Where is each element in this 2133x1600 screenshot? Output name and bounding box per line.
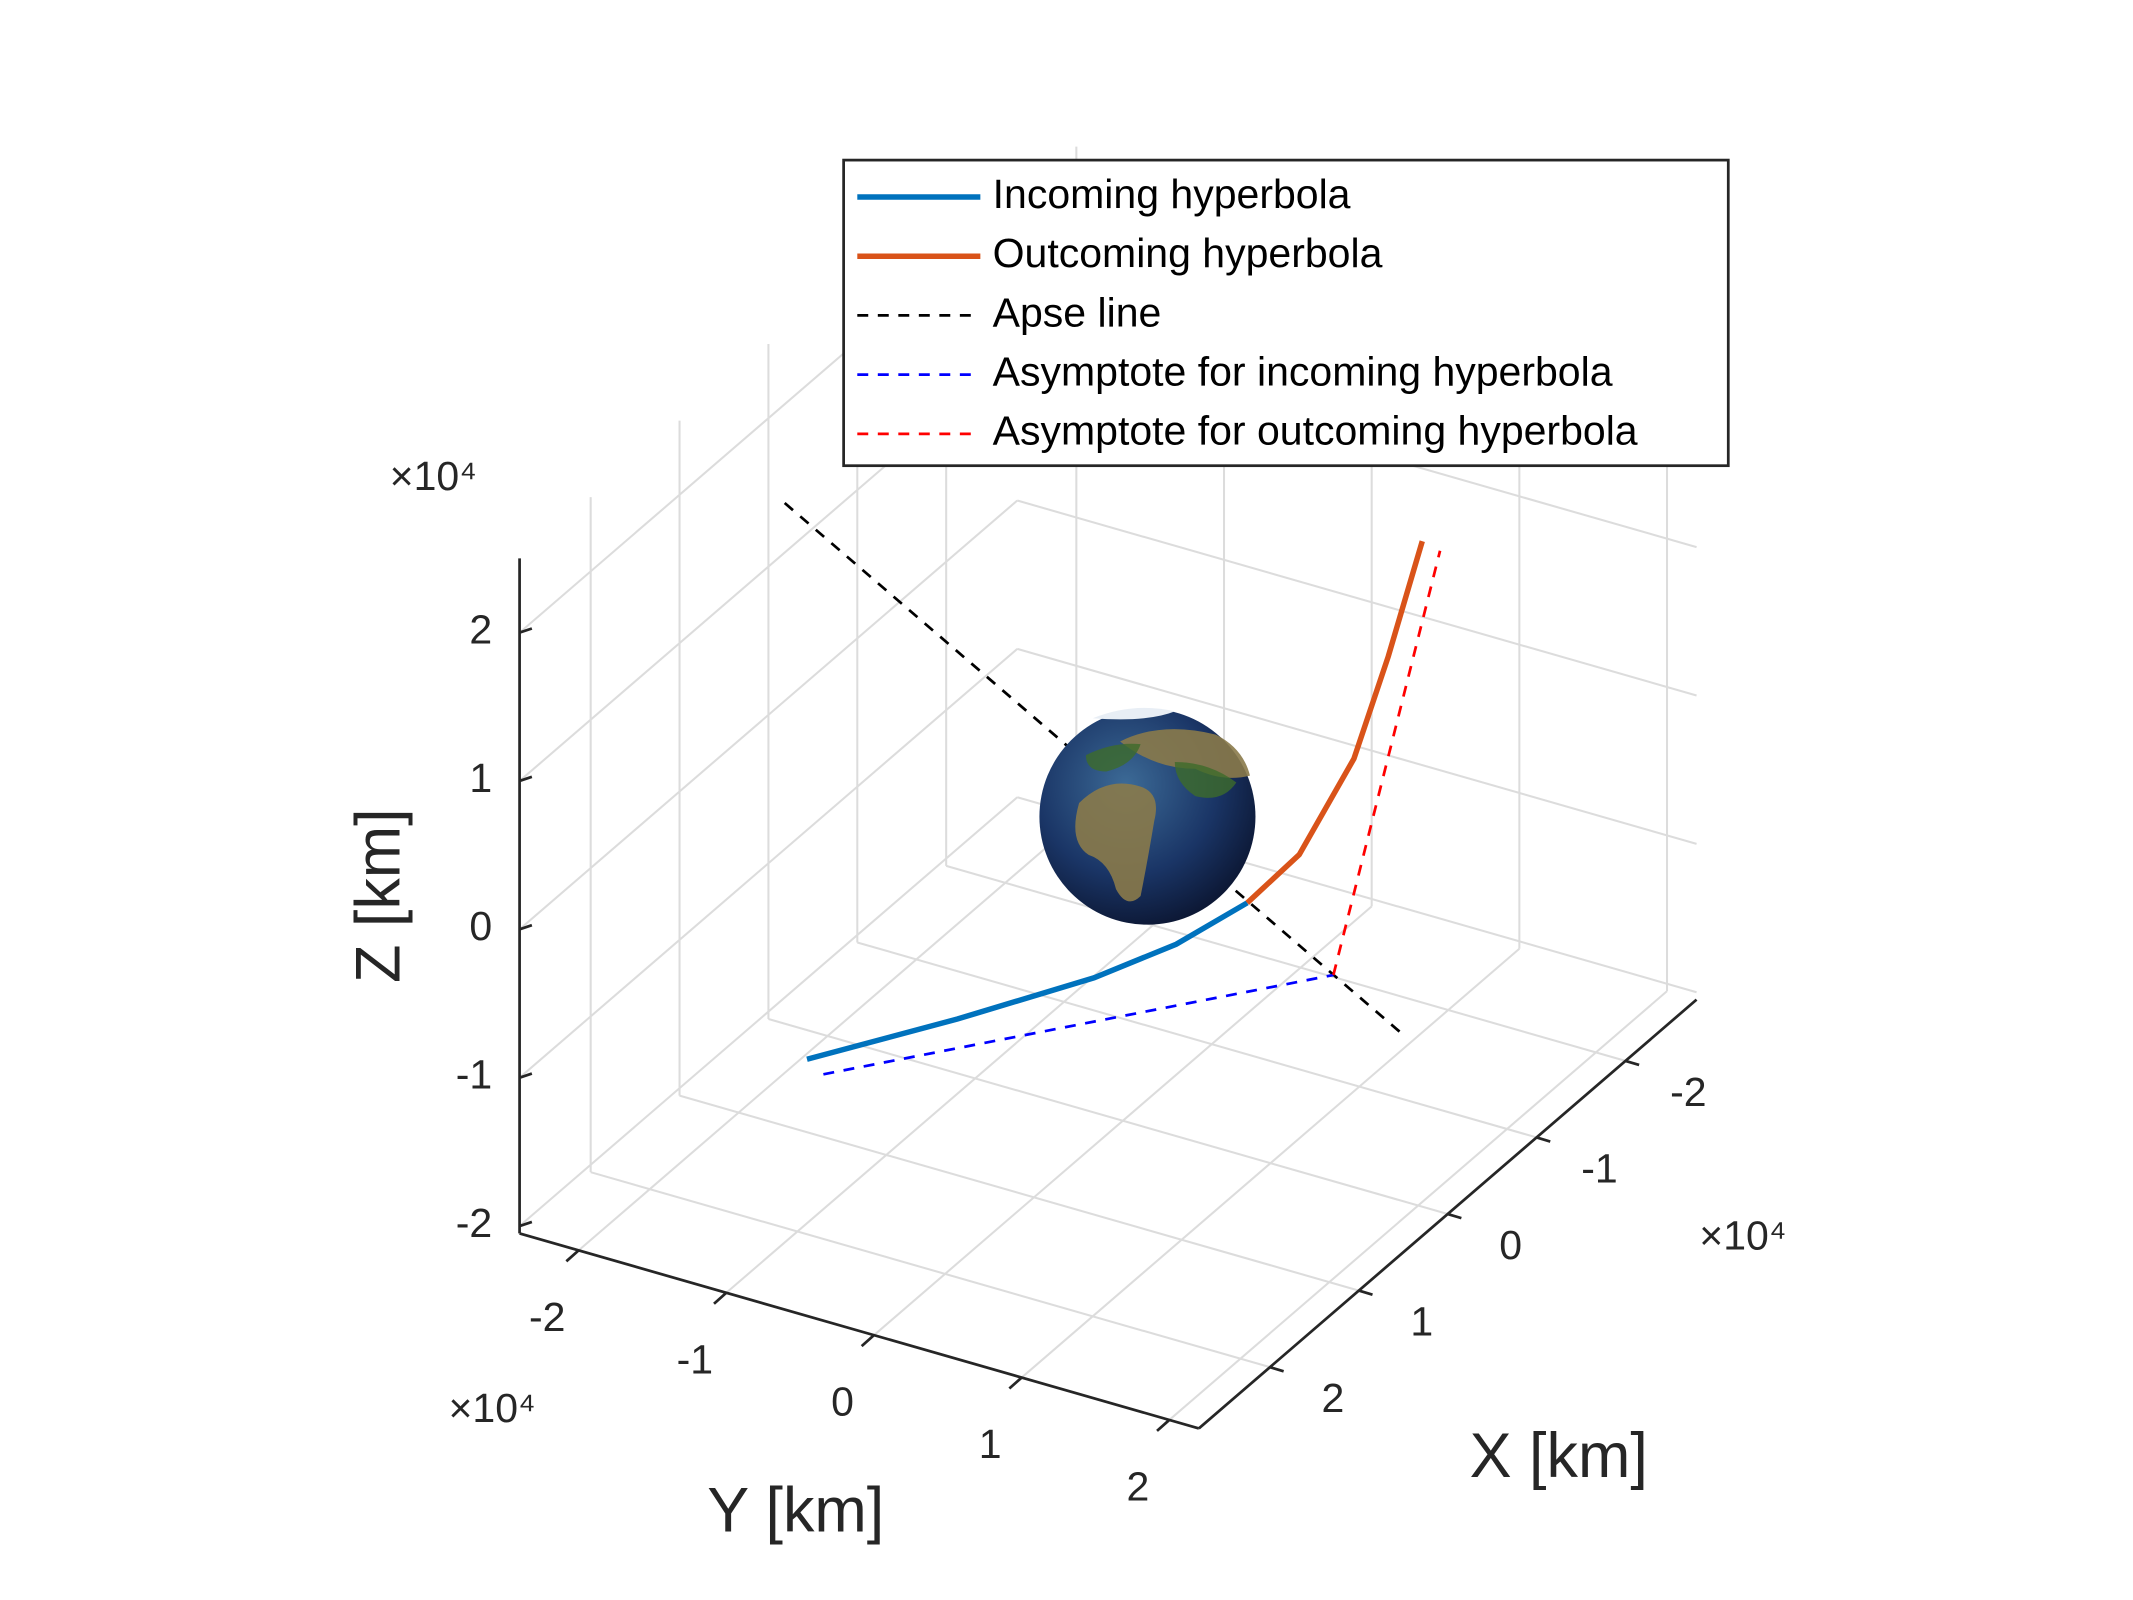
z-tick <box>519 1220 533 1228</box>
x-multiplier: ×10⁴ <box>1699 1213 1786 1259</box>
y-tick <box>565 1249 580 1263</box>
x-tick <box>1536 1136 1551 1143</box>
x-tick-label: 0 <box>1499 1222 1522 1268</box>
series-line <box>806 900 1249 1062</box>
legend: Incoming hyperbola Outcoming hyperbola Aps… <box>842 158 1730 468</box>
y-tick-label: 0 <box>831 1379 854 1425</box>
grid-line <box>1020 947 1521 1379</box>
x-axis <box>1197 998 1698 1430</box>
x-tick-label: 2 <box>1321 1375 1344 1421</box>
grid-line <box>590 1171 1271 1369</box>
y-tick <box>1156 1418 1171 1432</box>
grid-line <box>873 905 1373 1336</box>
grid-line <box>1016 499 1697 697</box>
y-axis-label: Y [km] <box>707 1476 884 1546</box>
z-tick-label: 1 <box>469 755 492 801</box>
x-tick <box>1358 1289 1373 1297</box>
legend-box <box>842 158 1730 468</box>
x-tick <box>1625 1059 1640 1067</box>
earth <box>1039 707 1256 925</box>
grid-line <box>768 1018 1448 1216</box>
legend-label: Outcoming hyperbola <box>993 230 1383 276</box>
x-tick-label: -1 <box>1581 1145 1617 1191</box>
z-tick-label: 0 <box>469 903 492 949</box>
z-tick <box>519 923 533 931</box>
x-axis-label: X [km] <box>1470 1421 1648 1491</box>
grid-line <box>857 941 1537 1139</box>
legend-label: Asymptote for incoming hyperbola <box>993 348 1613 394</box>
x-tick-label: -2 <box>1670 1069 1706 1115</box>
y-tick-label: 2 <box>1126 1463 1149 1509</box>
grid-line <box>679 1094 1360 1292</box>
plot-curves <box>806 540 1425 1062</box>
y-multiplier: ×10⁴ <box>448 1385 535 1431</box>
z-multiplier: ×10⁴ <box>390 453 477 499</box>
grid-line <box>518 796 1018 1227</box>
y-tick <box>713 1291 728 1305</box>
x-tick <box>1447 1212 1462 1220</box>
y-tick <box>860 1334 875 1348</box>
z-tick <box>519 775 533 783</box>
z-tick-label: -1 <box>456 1051 492 1097</box>
z-tick <box>519 627 533 634</box>
z-axis-label: Z [km] <box>343 808 413 983</box>
legend-label: Asymptote for outcoming hyperbola <box>993 408 1638 454</box>
y-tick-label: -2 <box>529 1294 565 1340</box>
grid-line <box>725 863 1225 1294</box>
z-tick-label: -2 <box>456 1200 492 1246</box>
legend-label: Incoming hyperbola <box>993 171 1351 217</box>
x-tick-label: 1 <box>1410 1299 1433 1345</box>
legend-label: Apse line <box>993 289 1162 335</box>
series-line <box>1245 540 1425 905</box>
series-line <box>783 501 1408 1039</box>
y-tick <box>1008 1376 1023 1390</box>
y-axis <box>519 1232 1200 1430</box>
earth-vegetation <box>1085 743 1237 798</box>
grid-line <box>518 499 1018 931</box>
z-tick-label: 2 <box>469 606 492 652</box>
grid-line <box>577 820 1078 1252</box>
y-tick-label: -1 <box>677 1336 713 1382</box>
series-line <box>823 973 1334 1076</box>
z-tick <box>519 1072 533 1079</box>
grid-line <box>518 648 1018 1079</box>
y-tick-label: 1 <box>979 1421 1002 1467</box>
x-tick <box>1269 1365 1285 1373</box>
grid-line <box>945 864 1626 1062</box>
grid-line <box>1168 990 1668 1421</box>
earth-ice <box>1092 707 1175 720</box>
plot-lines <box>783 501 1442 1076</box>
